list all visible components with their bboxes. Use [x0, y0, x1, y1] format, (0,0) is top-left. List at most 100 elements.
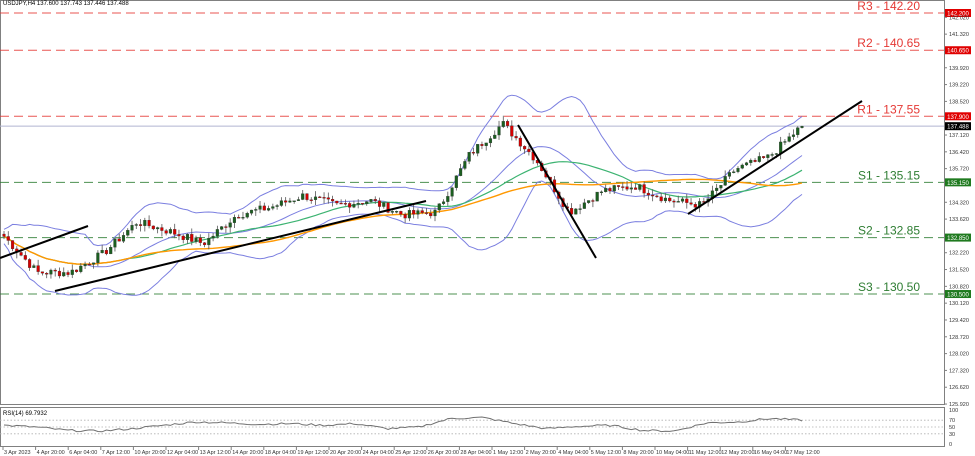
bear-candle: [151, 225, 155, 230]
bear-candle: [672, 200, 676, 203]
bull-candle: [313, 196, 318, 200]
time-tick-label: 11 May 12:00: [689, 450, 722, 456]
bull-candle: [774, 153, 778, 155]
price-tick-label: 138.520: [949, 99, 969, 105]
price-tick-label: 141.320: [949, 32, 969, 38]
price-tick-label: 135.720: [949, 167, 969, 173]
bull-candle: [599, 191, 603, 194]
price-tick-label: 142.020: [949, 15, 969, 21]
bull-candle: [407, 210, 411, 219]
bull-candle: [275, 205, 279, 207]
bollinger-lower: [3, 180, 803, 296]
bear-candle: [642, 184, 646, 194]
bull-candle: [770, 154, 774, 156]
price-tick-label: 130.120: [949, 301, 969, 307]
svg-text:142.200: 142.200: [947, 12, 969, 18]
trendline-3[interactable]: [517, 124, 597, 259]
bull-candle: [612, 185, 616, 192]
bollinger-middle: [3, 146, 803, 268]
bull-candle: [680, 198, 685, 202]
rsi-tick-label: 100: [949, 408, 958, 414]
level-price-tag: [945, 290, 971, 299]
bear-candle: [147, 220, 151, 227]
bear-candle: [412, 210, 416, 215]
time-tick-label: 6 Apr 04:00: [69, 450, 97, 456]
bear-candle: [399, 211, 403, 215]
bull-candle: [62, 272, 66, 277]
bull-candle: [279, 200, 283, 206]
bear-candle: [360, 203, 365, 205]
trendlines[interactable]: [0, 100, 863, 292]
bear-candle: [527, 148, 531, 153]
bear-candle: [322, 197, 326, 199]
bull-candle: [766, 154, 770, 158]
bear-candle: [326, 197, 330, 200]
bull-candle: [365, 201, 369, 204]
time-tick-label: 20 Apr 20:00: [330, 450, 361, 456]
time-tick-label: 8 May 20:00: [623, 450, 653, 456]
bear-candle: [348, 203, 352, 208]
time-axis[interactable]: 3 Apr 2023 4 Apr 20:00 6 Apr 04:00 7 Apr 12…: [2, 447, 820, 456]
candlesticks: [2, 115, 804, 279]
bull-candle: [121, 235, 126, 242]
bull-candle: [740, 164, 744, 169]
bull-candle: [126, 230, 130, 236]
time-tick-label: 14 Apr 20:00: [232, 450, 263, 456]
bull-candle: [207, 237, 211, 246]
bear-candle: [429, 213, 433, 217]
bear-candle: [224, 226, 228, 228]
bear-candle: [284, 200, 288, 203]
bear-candle: [510, 125, 514, 137]
bear-candle: [693, 204, 697, 208]
rsi-tick-label: 50: [949, 425, 955, 431]
bull-candle: [604, 188, 608, 193]
bear-candle: [36, 265, 40, 272]
support-resistance-levels: R3 - 142.20 142.200 R2 - 140.65 140.650 R1 -…: [0, 0, 971, 299]
trendline-2[interactable]: [54, 200, 427, 292]
price-tick-label: 136.420: [949, 150, 969, 156]
price-tick-label: 133.620: [949, 217, 969, 223]
bull-candle: [501, 121, 505, 127]
price-tick-label: 131.520: [949, 268, 969, 274]
bull-candle: [79, 265, 83, 272]
bull-candle: [727, 172, 732, 177]
time-tick-label: 17 May 12:00: [786, 450, 819, 456]
bull-candle: [476, 144, 480, 154]
level-label-r3: R3 - 142.20: [857, 0, 920, 13]
rsi-tick-label: 30: [949, 432, 955, 438]
trendline-1[interactable]: [0, 225, 89, 259]
bear-candle: [45, 273, 49, 275]
price-tick-label: 126.620: [949, 385, 969, 391]
bear-candle: [668, 197, 672, 202]
current-price-tag: [945, 122, 971, 131]
time-tick-label: 19 Apr 12:00: [297, 450, 328, 456]
bull-candle: [663, 197, 667, 202]
bull-candle: [744, 162, 749, 166]
bear-candle: [420, 210, 424, 213]
bull-candle: [113, 238, 117, 248]
trendline-4[interactable]: [687, 100, 863, 215]
bear-candle: [173, 229, 177, 235]
price-tick-label: 134.320: [949, 200, 969, 206]
moving-averages: [3, 161, 803, 265]
price-tick-label: 130.820: [949, 284, 969, 290]
bear-candle: [203, 242, 207, 246]
bear-candle: [181, 235, 185, 240]
time-tick-label: 24 Apr 04:00: [363, 450, 394, 456]
bear-candle: [87, 263, 91, 266]
bear-candle: [659, 196, 663, 202]
bear-candle: [621, 186, 625, 188]
bear-candle: [608, 188, 612, 192]
price-axis[interactable]: 142.020 141.320 139.920 139.220 138.520 137.1…: [944, 15, 969, 408]
bull-candle: [715, 187, 719, 191]
bull-candle: [271, 206, 275, 209]
bear-candle: [343, 203, 347, 205]
time-tick-label: 1 May 12:00: [493, 450, 523, 456]
main-chart-frame: [0, 0, 945, 405]
price-tick-label: 125.920: [949, 402, 969, 408]
bear-candle: [305, 193, 309, 200]
time-tick-label: 5 May 12:00: [591, 450, 621, 456]
